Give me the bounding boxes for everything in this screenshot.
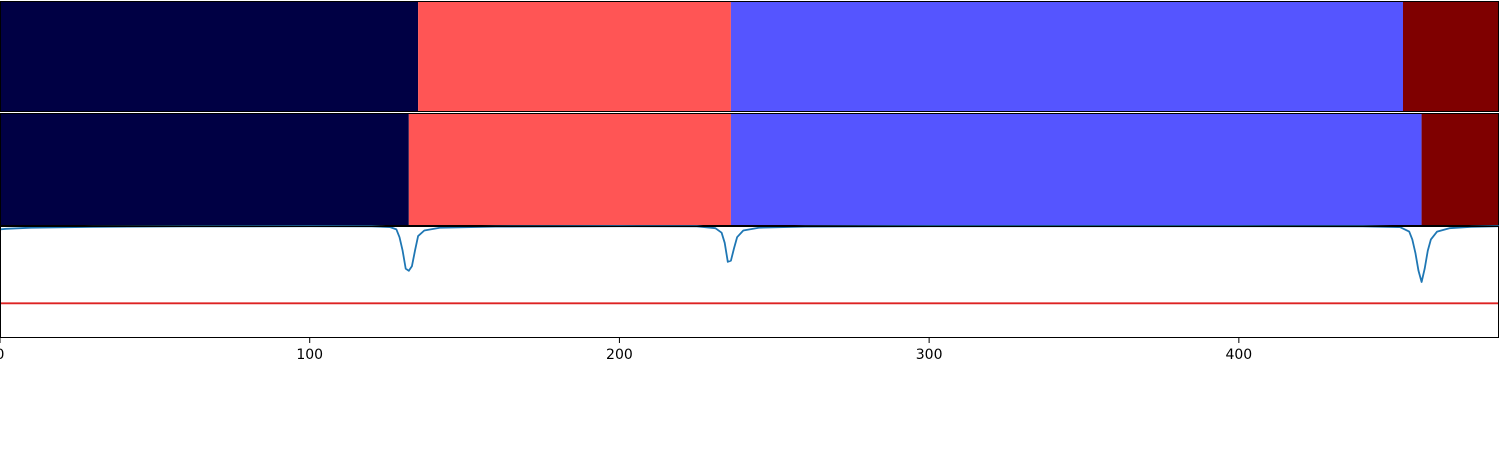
top-segment-band — [0, 1, 1499, 112]
segment-top-3 — [1402, 1, 1499, 112]
probability-line — [0, 225, 1500, 283]
segment-top-0 — [0, 1, 419, 112]
segment-top-1 — [418, 1, 731, 112]
segment-bottom-2 — [730, 113, 1422, 226]
x-axis: 0 100 200 300 400 — [0, 338, 1252, 363]
bottom-segment-band — [0, 113, 1499, 226]
segment-bottom-3 — [1421, 113, 1499, 226]
x-tick-label: 200 — [606, 347, 633, 363]
band-frame — [0, 113, 1499, 226]
segment-bottom-1 — [408, 113, 731, 226]
band-frame — [0, 1, 1499, 112]
probability-line-panel — [0, 225, 1500, 338]
x-tick-label: 100 — [296, 347, 323, 363]
segment-top-2 — [730, 1, 1403, 112]
x-tick-label: 400 — [1225, 347, 1252, 363]
line-panel-frame — [0, 226, 1499, 338]
segment-bottom-0 — [0, 113, 409, 226]
x-tick-label: 300 — [916, 347, 943, 363]
x-tick-label: 0 — [0, 347, 4, 363]
